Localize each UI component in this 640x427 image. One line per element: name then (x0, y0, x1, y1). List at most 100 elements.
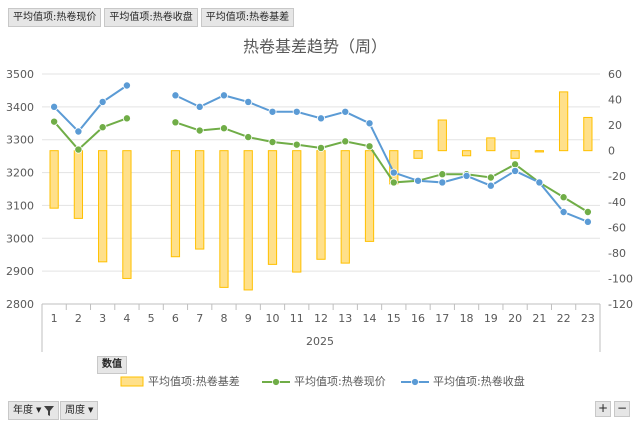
y-right-tick-label: -60 (608, 221, 626, 234)
legend-futures-marker (411, 378, 419, 386)
futures-point (268, 107, 277, 116)
zoom-controls: + − (595, 401, 630, 417)
futures-point (389, 168, 398, 177)
year-axis-label: 年度 (13, 405, 33, 416)
x-tick-label: 5 (148, 312, 155, 325)
x-tick-label: 12 (314, 312, 328, 325)
basis-bar (583, 116, 593, 152)
futures-line (53, 84, 128, 133)
y-right-tick-label: -20 (608, 170, 626, 183)
legend-basis-swatch (120, 376, 144, 387)
x-tick-label: 7 (196, 312, 203, 325)
spot-point (341, 137, 350, 146)
futures-point (316, 114, 325, 123)
futures-point (50, 102, 59, 111)
basis-bar (98, 150, 108, 263)
dropdown-arrow-icon: ▼ (36, 406, 42, 414)
spot-line (175, 121, 589, 213)
futures-point (219, 91, 228, 100)
basis-bar (316, 150, 326, 260)
x-tick-label: 20 (508, 312, 522, 325)
x-tick-label: 8 (220, 312, 227, 325)
spot-point (219, 124, 228, 133)
spot-point (559, 193, 568, 202)
collapse-button[interactable]: − (614, 401, 630, 417)
spot-point (511, 160, 520, 169)
spot-point (50, 117, 59, 126)
y-right-tick-label: -120 (608, 298, 633, 311)
x-tick-label: 17 (435, 312, 449, 325)
basis-bar (510, 150, 520, 159)
futures-point (195, 102, 204, 111)
x-tick-label: 14 (363, 312, 377, 325)
futures-point (122, 81, 131, 90)
futures-point (414, 176, 423, 185)
y-left-tick-label: 2900 (6, 265, 34, 278)
x-tick-label: 18 (460, 312, 474, 325)
x-tick-label: 11 (290, 312, 304, 325)
legend-futures-label[interactable]: 平均值项:热卷收盘 (433, 374, 525, 388)
futures-point (438, 178, 447, 187)
y-left-tick-label: 3400 (6, 101, 34, 114)
field-buttons: 平均值项:热卷现价 平均值项:热卷收盘 平均值项:热卷基差 (8, 8, 295, 27)
y-right-tick-label: 20 (608, 119, 622, 132)
y-left-tick-label: 3500 (6, 68, 34, 81)
expand-button[interactable]: + (595, 401, 611, 417)
basis-bar (195, 150, 205, 250)
futures-point (171, 91, 180, 100)
basis-bar (122, 150, 132, 279)
basis-bars (49, 91, 593, 291)
futures-line (175, 94, 589, 223)
basis-bar (267, 150, 278, 265)
basis-bar (558, 91, 569, 152)
basis-bar (437, 119, 447, 152)
tick-labels: 28002900300031003200330034003500-120-100… (6, 68, 633, 325)
basis-bar (73, 150, 84, 219)
field-button-spot[interactable]: 平均值项:热卷现价 (8, 8, 102, 27)
x-tick-label: 6 (172, 312, 179, 325)
basis-bar (413, 150, 423, 159)
futures-point (535, 178, 544, 187)
y-right-tick-label: 60 (608, 68, 622, 81)
x-tick-label: 4 (123, 312, 130, 325)
spot-point (195, 126, 204, 135)
basis-bar (219, 150, 229, 288)
spot-point (122, 114, 131, 123)
futures-point (341, 107, 350, 116)
legend-basis-label[interactable]: 平均值项:热卷基差 (148, 374, 240, 388)
basis-bar (486, 137, 496, 152)
week-axis-button[interactable]: 周度 ▼ (60, 401, 99, 420)
spot-point (365, 142, 374, 151)
futures-point (559, 207, 568, 216)
basis-bar (49, 150, 59, 209)
basis-bar (461, 150, 472, 157)
basis-bar (292, 150, 302, 273)
legend-spot-label[interactable]: 平均值项:热卷现价 (294, 374, 386, 388)
basis-bar (364, 150, 375, 242)
year-axis-button[interactable]: 年度 ▼ (8, 401, 60, 420)
week-axis-label: 周度 (65, 405, 85, 416)
x-tick-label: 3 (99, 312, 106, 325)
spot-point (244, 133, 253, 142)
basis-bar (534, 150, 544, 153)
x-tick-label: 15 (387, 312, 401, 325)
values-field-button[interactable]: 数值 (97, 356, 127, 374)
futures-point (462, 171, 471, 180)
basis-bar (170, 150, 181, 258)
field-button-basis[interactable]: 平均值项:热卷基差 (200, 8, 295, 27)
x-tick-label: 13 (338, 312, 352, 325)
futures-point (292, 107, 301, 116)
y-left-tick-label: 2800 (6, 298, 34, 311)
dropdown-arrow-icon: ▼ (88, 406, 94, 414)
price-lines (50, 81, 592, 226)
futures-point (244, 97, 253, 106)
x-tick-label: 2 (75, 312, 82, 325)
y-left-tick-label: 3300 (6, 134, 34, 147)
x-tick-label: 22 (557, 312, 571, 325)
x-tick-label: 21 (532, 312, 546, 325)
spot-point (268, 138, 277, 147)
field-button-futures[interactable]: 平均值项:热卷收盘 (104, 8, 198, 27)
spot-point (171, 118, 180, 127)
futures-point (98, 97, 107, 106)
